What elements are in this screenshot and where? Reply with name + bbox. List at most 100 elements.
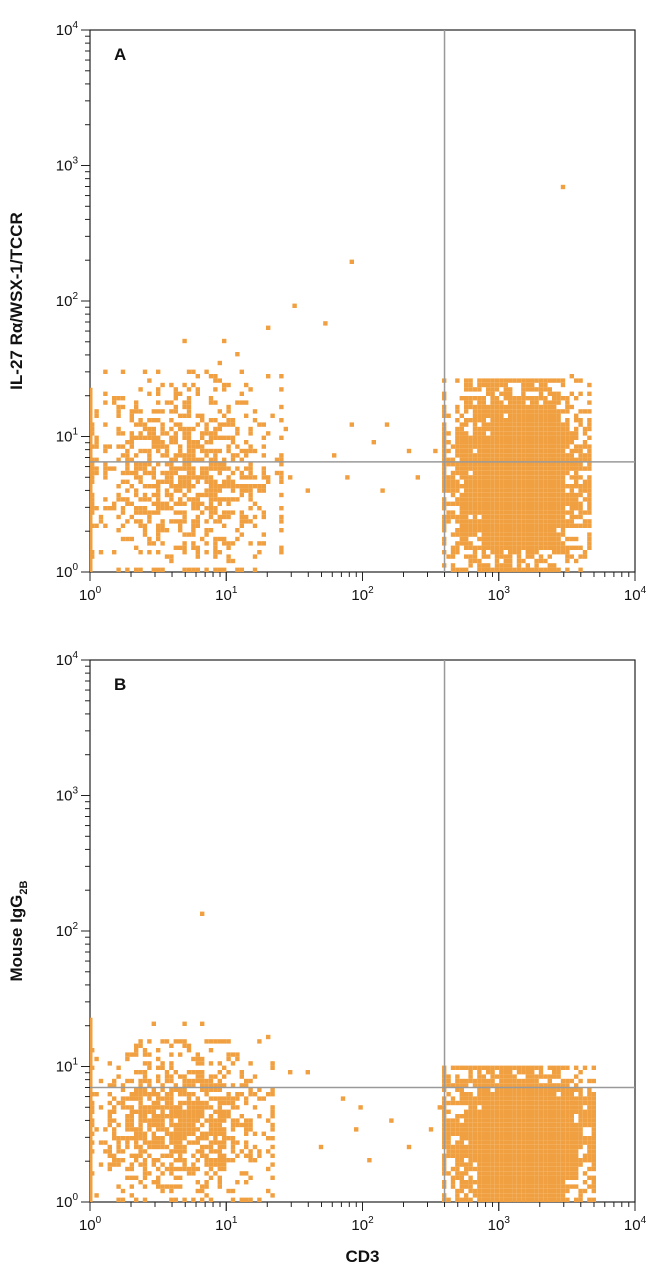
event-dot [186,1140,192,1145]
event-dot [98,1162,104,1167]
event-dot [160,422,165,427]
event-dot [494,1122,500,1128]
event-dot [565,444,570,449]
event-dot [547,492,552,498]
event-dot [477,457,482,462]
event-dot [142,532,148,537]
event-dot [274,457,280,462]
event-dot [547,1144,552,1150]
event-dot [512,462,517,467]
event-dot [552,510,557,515]
event-dot [530,387,535,392]
event-dot [569,1100,574,1106]
event-dot [446,413,451,418]
event-dot [486,523,491,528]
event-dot [134,453,139,458]
event-dot [160,479,165,484]
event-dot [107,1100,112,1106]
event-dot [455,435,460,440]
event-dot [195,387,200,392]
event-dot [499,506,504,511]
event-dot [332,453,337,458]
event-dot [191,1118,196,1123]
event-dot [525,1100,530,1106]
event-dot [151,426,156,432]
event-dot [459,431,464,436]
event-dot [239,510,244,515]
event-dot [226,1056,231,1062]
event-dot [481,1197,486,1202]
event-dot [556,1074,561,1079]
event-dot [252,1105,258,1110]
event-dot [490,514,495,520]
event-dot [565,1140,570,1145]
event-dot [129,1114,134,1119]
event-dot [486,475,491,480]
event-dot [468,497,473,502]
event-dot [499,554,504,559]
event-dot [530,484,535,489]
event-dot [195,1180,200,1185]
event-dot [147,1052,152,1057]
event-dot [556,1127,561,1132]
event-dot [486,462,491,467]
event-dot [455,1078,460,1084]
event-dot [477,1087,482,1092]
event-dot [213,1087,218,1092]
event-dot [217,1122,222,1128]
event-dot [160,567,165,572]
event-dot [560,1158,566,1163]
event-dot [239,391,244,396]
event-dot [512,422,517,427]
event-dot [508,497,513,502]
event-dot [565,1171,570,1176]
event-dot [464,1100,469,1106]
x-tick-label: 102 [351,1215,374,1234]
event-dot [213,479,218,484]
event-dot [186,1114,192,1119]
event-dot [530,1158,535,1163]
event-dot [147,418,152,423]
event-dot [587,536,592,542]
event-dot [178,1153,183,1158]
event-dot [503,1188,508,1194]
event-dot [521,558,526,564]
event-dot [156,444,161,449]
event-dot [530,506,535,511]
event-dot [142,1061,148,1066]
event-dot [578,391,583,396]
event-dot [156,400,161,405]
event-dot [543,400,548,405]
event-dot [503,545,508,550]
event-dot [98,1140,104,1145]
event-dot [565,422,570,427]
event-dot [481,523,486,528]
event-dot [200,470,205,476]
event-dot [499,488,504,493]
event-dot [178,510,183,515]
event-dot [142,1105,148,1110]
event-dot [182,532,187,537]
event-dot [208,1140,214,1145]
event-dot [191,1109,196,1114]
y-tick-label: 104 [56,650,79,669]
event-dot [477,1114,482,1119]
event-dot [213,1118,218,1123]
event-dot [186,400,192,405]
event-dot [565,554,570,559]
event-dot [490,1166,495,1172]
event-dot [112,466,117,471]
event-dot [525,431,530,436]
event-dot [494,378,500,383]
event-dot [565,462,570,467]
event-dot [186,1048,192,1053]
event-dot [464,523,469,528]
event-dot [455,466,460,471]
event-dot [530,550,535,555]
event-dot [138,567,143,572]
event-dot [138,1087,143,1092]
event-dot [340,1096,346,1101]
event-dot [468,400,473,405]
event-dot [235,400,240,405]
event-dot [464,409,469,414]
